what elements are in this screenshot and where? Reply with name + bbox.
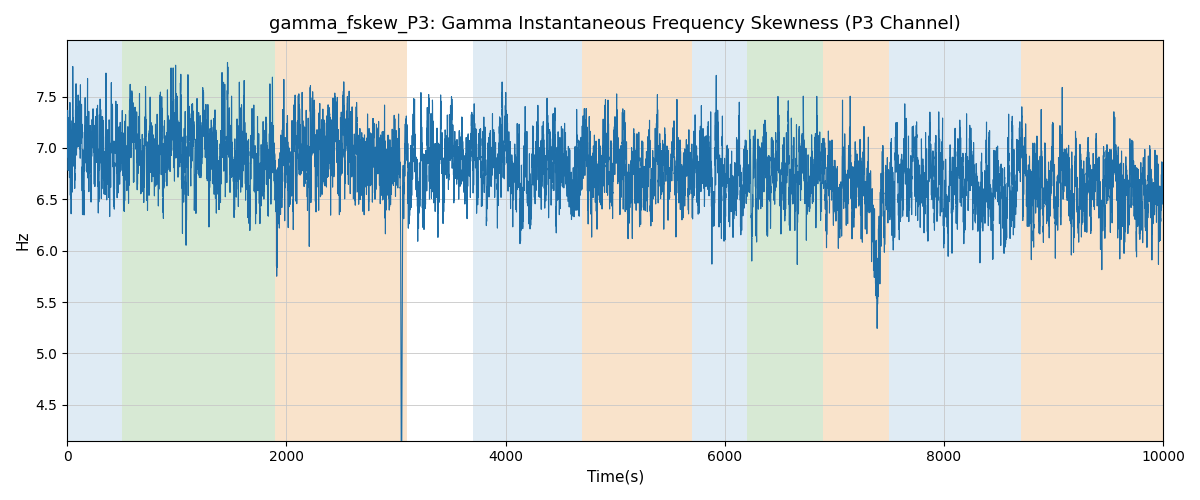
Bar [1021,40,1163,440]
Bar [473,40,582,440]
Title: gamma_fskew_P3: Gamma Instantaneous Frequency Skewness (P3 Channel): gamma_fskew_P3: Gamma Instantaneous Freq… [269,15,961,34]
X-axis label: Time(s): Time(s) [587,470,643,485]
Bar [276,40,407,440]
Bar [692,40,746,440]
Bar [823,40,889,440]
Bar [889,40,1021,440]
Y-axis label: Hz: Hz [16,230,30,250]
Bar [67,40,122,440]
Bar [122,40,276,440]
Bar [746,40,823,440]
Bar [582,40,692,440]
